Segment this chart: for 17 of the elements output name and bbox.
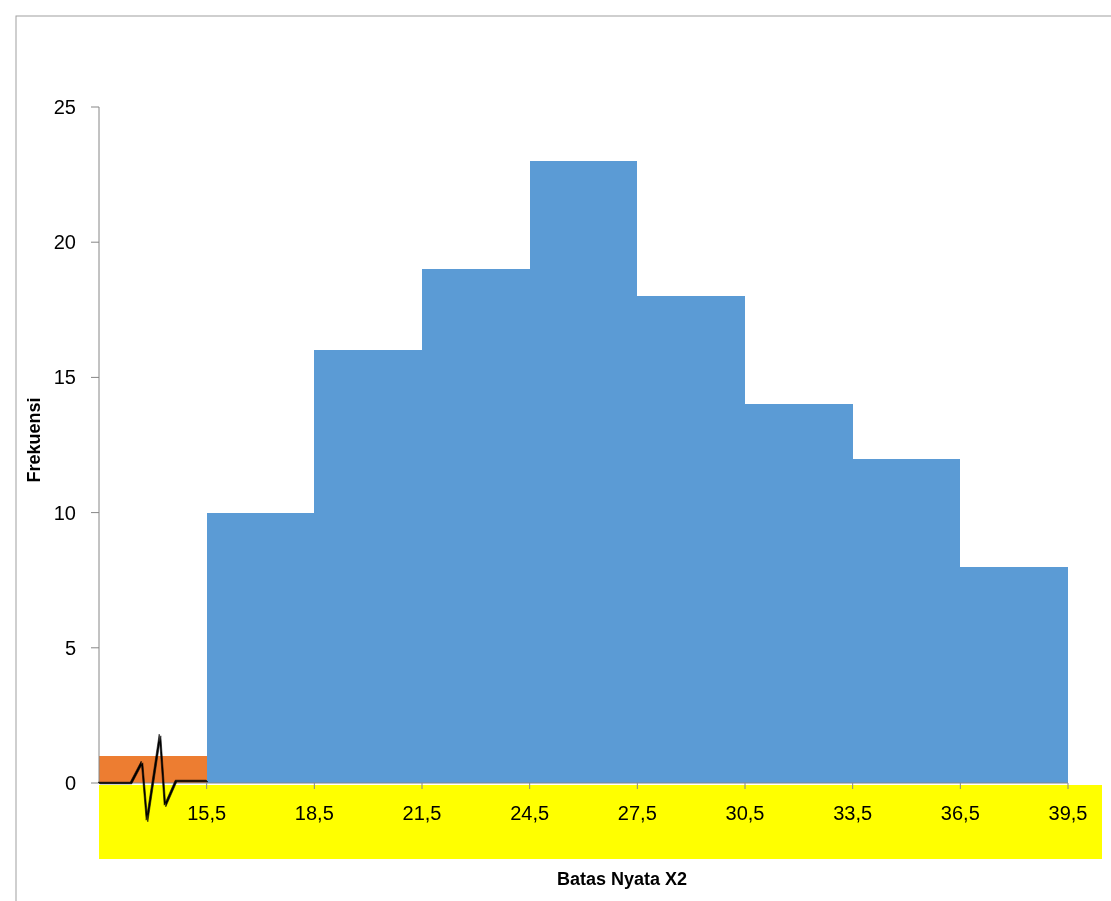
y-tick-label: 20	[53, 231, 76, 254]
y-axis-title: Frekuensi	[24, 397, 44, 483]
y-tick-label: 25	[53, 96, 76, 118]
x-tick-label: 18,5	[294, 802, 334, 824]
x-tick-label: 30,5	[725, 802, 765, 824]
y-tick-label: 15	[53, 366, 76, 389]
x-axis-title: Batas Nyata X2	[556, 869, 688, 889]
x-tick-label: 36,5	[940, 802, 980, 824]
x-tick-label: 39,5	[1048, 802, 1088, 824]
y-tick-label: 0	[64, 772, 76, 794]
x-tick-label: 21,5	[402, 802, 442, 824]
x-tick-label: 33,5	[833, 802, 873, 824]
x-tick-label: 27,5	[617, 802, 657, 824]
x-tick-label: 15,5	[187, 802, 227, 824]
x-tick-label: 24,5	[510, 802, 550, 824]
y-tick-label: 10	[53, 501, 76, 524]
y-tick-label: 5	[64, 636, 76, 659]
